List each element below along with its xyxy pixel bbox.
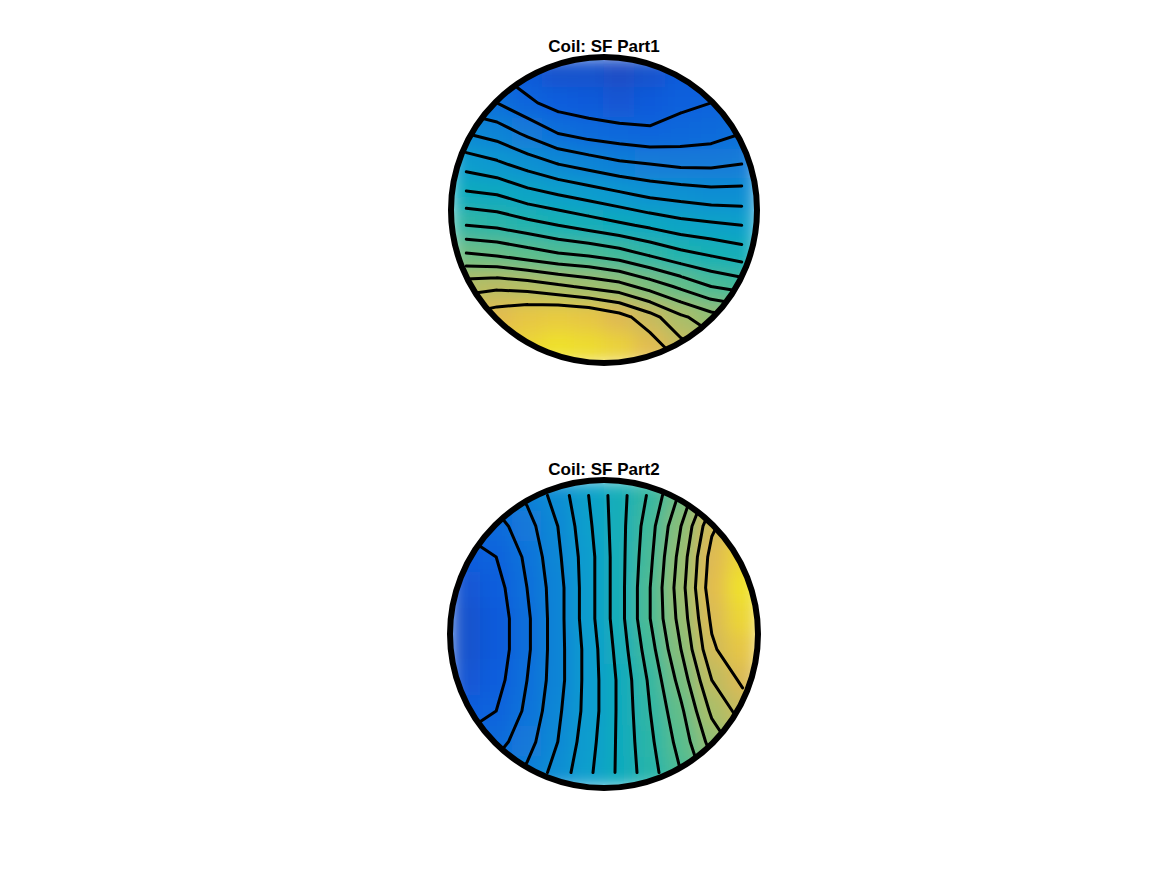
contour-line [519,495,547,772]
contour-line [662,495,700,772]
cell [480,480,512,512]
plot-area [451,57,758,364]
contour-line [466,88,741,148]
cell [695,148,727,180]
chart: Coil: SF Part2 [450,460,759,789]
contours [465,495,742,772]
cell [511,603,543,635]
cell [696,480,728,512]
cell [727,480,759,512]
contour-line [608,495,616,772]
plot-area [450,480,759,789]
cell [665,603,697,635]
contour-line [466,134,741,188]
contour-line [589,495,599,772]
cell [726,301,758,333]
contour-line [674,495,722,772]
cell [726,57,758,89]
contour-line [548,495,565,772]
cell [451,301,483,333]
chart-title: Coil: SF Part2 [548,460,659,479]
cell [604,541,636,573]
cell [511,634,543,666]
cell [604,726,636,758]
cell [726,87,758,119]
cell [604,603,636,635]
cell [665,541,697,573]
cell [604,87,636,119]
cell [573,572,605,604]
cell [573,634,605,666]
cell [726,332,758,364]
domain-outline [450,480,758,788]
cell [696,572,728,604]
contour-line [466,208,741,262]
contour-line [466,239,741,291]
cell [665,148,697,180]
cell [604,572,636,604]
contour-line [625,495,638,772]
contour-line [569,495,582,772]
cell [481,271,513,303]
contour-line [466,114,741,167]
contour-line [685,495,743,765]
cell [481,332,513,364]
cell [727,510,759,542]
cell [604,240,636,272]
cell [665,572,697,604]
color-field [451,57,758,364]
cell [542,541,574,573]
cell [542,695,574,727]
domain-outline [451,57,757,363]
contour-line [465,495,530,772]
cell [696,757,728,789]
color-field [450,480,759,789]
cell [542,240,574,272]
cell [451,57,483,89]
cell [450,726,482,758]
cell [634,726,666,758]
cell [451,332,483,364]
contour-line [466,278,741,348]
cell [573,603,605,635]
cell [695,332,727,364]
figure: Coil: SF Part1 Coil: SF Part2 [0,0,1167,875]
chart: Coil: SF Part1 [451,37,758,364]
cell [450,510,482,542]
cell [481,57,513,89]
cell [573,87,605,119]
contours [466,72,741,347]
cell [480,757,512,789]
cell [451,87,483,119]
cell [604,695,636,727]
cell [727,757,759,789]
contour-line [465,537,509,732]
cell [450,757,482,789]
cell [727,726,759,758]
contour-line [466,304,665,347]
contour-line [466,191,741,245]
chart-title: Coil: SF Part1 [548,37,659,56]
cell [573,118,605,150]
cell [695,57,727,89]
cell [450,480,482,512]
cell [634,87,666,119]
cell [512,271,544,303]
